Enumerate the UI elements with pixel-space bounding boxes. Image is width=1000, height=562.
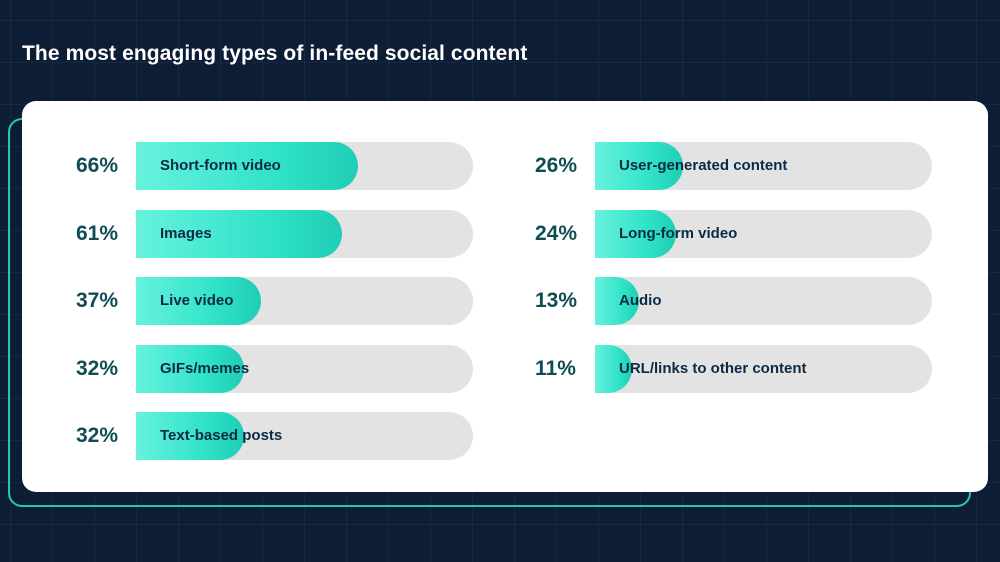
bar-track: Live video	[136, 277, 473, 325]
bar-fill	[136, 142, 358, 190]
bar-percent-label: 24%	[535, 221, 578, 245]
bar-fill	[595, 277, 639, 325]
bar-track: Short-form video	[136, 142, 473, 190]
bar-category-label: Audio	[619, 292, 662, 309]
bar-fill	[595, 209, 676, 258]
chart-title: The most engaging types of in-feed socia…	[22, 42, 528, 65]
bar-category-label: Live video	[160, 292, 234, 309]
bar-track: Audio	[595, 277, 932, 325]
bar-percent-label: 26%	[535, 154, 578, 177]
bar-category-label: Images	[160, 224, 212, 242]
bar-category-label: GIFs/memes	[160, 359, 250, 377]
bar-percent-label: 32%	[76, 356, 119, 380]
bar-category-label: Short-form video	[160, 157, 281, 174]
bar-fill	[136, 412, 244, 460]
bar-fill	[136, 344, 244, 393]
bar-category-label: URL/links to other content	[619, 359, 807, 377]
bar-percent-label: 32%	[76, 424, 119, 447]
bar-percent-label: 66%	[76, 154, 119, 177]
bar-track: Images	[136, 209, 473, 258]
bar-percent-label: 37%	[76, 289, 119, 312]
bar-track: User-generated content	[595, 142, 932, 190]
bar-category-label: Text-based posts	[160, 427, 283, 444]
bar-track: GIFs/memes	[136, 344, 473, 393]
bar-percent-label: 13%	[535, 289, 578, 312]
bar-category-label: User-generated content	[619, 157, 788, 174]
bar-percent-label: 11%	[535, 356, 576, 380]
bar-fill	[595, 142, 683, 190]
bar-category-label: Long-form video	[619, 224, 738, 242]
bar-fill	[136, 209, 342, 258]
bar-track: Text-based posts	[136, 412, 473, 460]
bar-track: Long-form video	[595, 209, 932, 258]
bar-fill	[595, 344, 632, 393]
chart-card: 66% Short-form video 61% Images 37% Live vide…	[22, 101, 988, 492]
bar-fill	[136, 277, 261, 325]
bar-percent-label: 61%	[76, 221, 119, 245]
bar-track: URL/links to other content	[595, 344, 932, 393]
